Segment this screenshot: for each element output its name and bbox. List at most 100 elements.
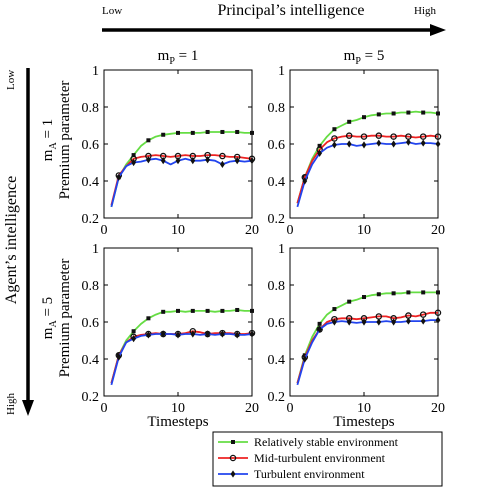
data-point-turbulent: [317, 149, 322, 157]
principal-low-label: Low: [102, 5, 122, 17]
principal-intelligence-label: Principal’s intelligence: [217, 2, 364, 19]
x-tick-label: 10: [357, 223, 371, 238]
x-tick-label: 0: [101, 401, 108, 416]
series-stable: [110, 307, 254, 384]
panel-ma1-mp1: 0.20.40.60.810 10 20: [82, 64, 260, 238]
series-line-turbulent: [110, 333, 253, 386]
data-point-mid: [434, 133, 442, 140]
data-point-stable: [205, 129, 210, 134]
y-tick-label: 0.2: [82, 390, 100, 405]
y-tick-label: 1: [92, 64, 99, 79]
x-tick-label: 0: [287, 223, 294, 238]
data-point-turbulent: [317, 325, 322, 333]
data-point-turbulent: [116, 173, 122, 181]
data-point-turbulent: [391, 318, 396, 326]
data-point-turbulent: [332, 318, 337, 326]
data-point-turbulent: [376, 139, 382, 147]
data-point-turbulent: [146, 156, 151, 164]
data-point-stable: [421, 110, 426, 115]
series-line-turbulent: [110, 157, 253, 208]
x-tick-label: 20: [245, 223, 259, 238]
y-tick-label: 0.2: [268, 390, 286, 405]
legend-marker: [230, 470, 236, 478]
legend-label: Turbulent environment: [254, 467, 365, 481]
data-point-turbulent: [190, 330, 196, 338]
principal-arrow-head: [430, 24, 446, 36]
data-point-turbulent: [435, 140, 441, 148]
agent-intelligence-label: Agent’s intelligence: [3, 176, 20, 304]
series-stable: [296, 110, 440, 204]
y-tick-label: 0.8: [82, 279, 100, 294]
data-point-turbulent: [175, 331, 181, 339]
data-point-turbulent: [205, 330, 210, 338]
data-point-stable: [131, 153, 136, 158]
data-point-stable: [347, 119, 352, 124]
y-tick-label: 0.4: [82, 353, 100, 368]
data-point-stable: [406, 110, 411, 115]
data-point-stable: [205, 308, 210, 313]
data-point-stable: [362, 115, 366, 120]
data-point-turbulent: [234, 331, 240, 339]
axes-box: [103, 69, 253, 219]
data-point-turbulent: [160, 157, 166, 165]
y-tick-label: 1: [278, 242, 285, 257]
y-tick-label: 0.8: [268, 279, 286, 294]
ylabel-row2: Premium parameter: [57, 259, 73, 378]
legend-items: Relatively stable environment Mid-turbule…: [218, 435, 399, 481]
data-point-turbulent: [160, 330, 166, 338]
data-point-turbulent: [175, 157, 181, 165]
panel-ma5-mp5: 0.20.40.60.810 10 20: [268, 242, 446, 416]
y-tick-label: 0.8: [82, 101, 100, 116]
data-point-mid: [219, 152, 226, 160]
data-point-stable: [250, 130, 254, 135]
agent-high-label: High: [5, 393, 17, 416]
series-line-stable: [296, 110, 439, 204]
x-tick-label: 10: [171, 223, 185, 238]
y-tick-label: 0.8: [268, 101, 286, 116]
data-point-stable: [235, 307, 240, 312]
data-point-turbulent: [346, 140, 352, 148]
legend-marker: [229, 454, 237, 462]
data-point-turbulent: [302, 177, 308, 185]
x-tick-label: 20: [245, 401, 259, 416]
data-point-stable: [376, 112, 381, 117]
x-tick-label: 10: [357, 401, 371, 416]
series-line-mid: [110, 154, 253, 206]
y-tick-label: 1: [278, 64, 285, 79]
data-point-turbulent: [346, 318, 352, 326]
data-point-stable: [436, 111, 440, 116]
xlabel-col1: Timesteps: [147, 414, 208, 430]
data-point-turbulent: [249, 157, 255, 165]
data-point-turbulent: [391, 140, 396, 148]
y-tick-label: 0.6: [268, 138, 286, 153]
x-tick-label: 10: [171, 401, 185, 416]
data-point-stable: [406, 290, 411, 295]
series-turbulent: [296, 316, 441, 386]
agent-arrow-head: [22, 400, 34, 416]
series-stable: [110, 129, 254, 208]
data-point-stable: [190, 130, 195, 135]
principal-high-label: High: [414, 5, 437, 17]
y-tick-label: 0.4: [268, 175, 286, 190]
data-point-stable: [391, 111, 396, 116]
y-tick-label: 0.6: [82, 138, 100, 153]
ylabel-row1: Premium parameter: [57, 81, 73, 200]
legend-label: Relatively stable environment: [254, 435, 399, 449]
data-point-stable: [317, 321, 322, 326]
data-point-turbulent: [302, 355, 308, 363]
data-point-turbulent: [131, 158, 136, 167]
data-point-turbulent: [220, 160, 225, 168]
y-tick-label: 1: [92, 242, 99, 257]
column-header-mp1: mP = 1: [158, 48, 199, 67]
legend: Relatively stable environment Mid-turbule…: [212, 431, 443, 487]
column-header-mp5: mP = 5: [344, 48, 385, 67]
data-point-stable: [317, 143, 322, 148]
data-point-mid: [360, 133, 368, 140]
data-point-stable: [362, 295, 366, 300]
legend-entry-turbulent: Turbulent environment: [218, 467, 365, 481]
data-point-turbulent: [420, 317, 426, 325]
data-point-mid: [419, 133, 427, 140]
data-point-mid: [345, 132, 353, 139]
series-stable: [296, 290, 440, 384]
principal-intelligence-arrow: Low Principal’s intelligence High: [102, 2, 446, 36]
